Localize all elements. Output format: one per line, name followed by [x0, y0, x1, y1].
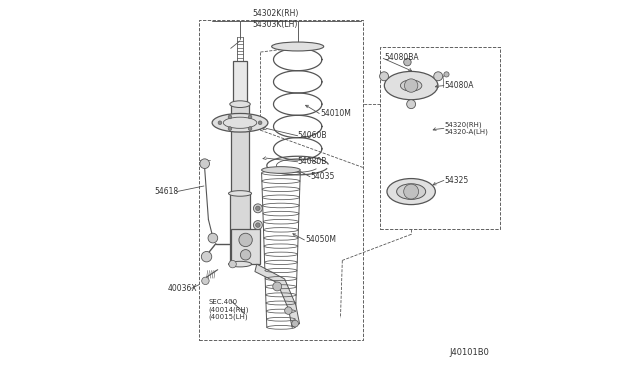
Text: 54618: 54618	[154, 187, 179, 196]
Text: 54060B: 54060B	[298, 131, 327, 140]
Circle shape	[202, 277, 209, 285]
Circle shape	[239, 233, 252, 247]
Circle shape	[241, 250, 251, 260]
Circle shape	[406, 100, 415, 109]
Circle shape	[255, 223, 260, 227]
Circle shape	[404, 184, 419, 199]
Circle shape	[253, 204, 262, 213]
Ellipse shape	[212, 113, 268, 132]
Circle shape	[228, 115, 232, 119]
Circle shape	[218, 121, 222, 125]
Polygon shape	[230, 229, 260, 264]
Circle shape	[444, 72, 449, 77]
Circle shape	[404, 79, 418, 92]
Text: 54080A: 54080A	[445, 81, 474, 90]
Circle shape	[208, 233, 218, 243]
Ellipse shape	[385, 71, 438, 100]
Text: 54080B: 54080B	[298, 157, 327, 166]
Text: 54320(RH)
54320-A(LH): 54320(RH) 54320-A(LH)	[445, 121, 488, 135]
Circle shape	[273, 282, 282, 291]
Circle shape	[253, 221, 262, 230]
Circle shape	[434, 72, 443, 81]
Text: 54080BA: 54080BA	[384, 53, 419, 62]
Bar	[230, 104, 250, 193]
Circle shape	[229, 260, 236, 268]
Circle shape	[380, 72, 388, 81]
Text: 54325: 54325	[445, 176, 469, 185]
Circle shape	[285, 307, 292, 314]
Circle shape	[292, 320, 298, 327]
Text: 54010M: 54010M	[320, 109, 351, 118]
Polygon shape	[255, 264, 300, 327]
Ellipse shape	[401, 80, 422, 91]
Bar	[234, 61, 246, 104]
Ellipse shape	[262, 167, 300, 173]
Circle shape	[259, 121, 262, 125]
Text: 54302K(RH)
54303K(LH): 54302K(RH) 54303K(LH)	[252, 9, 298, 29]
Circle shape	[248, 115, 252, 119]
Circle shape	[404, 58, 411, 66]
Text: 40036X: 40036X	[168, 284, 197, 293]
Circle shape	[248, 127, 252, 131]
Text: J40101B0: J40101B0	[449, 348, 489, 357]
Text: 54035: 54035	[310, 172, 335, 181]
Ellipse shape	[230, 101, 250, 108]
Circle shape	[228, 127, 232, 131]
Ellipse shape	[271, 42, 324, 51]
Ellipse shape	[228, 190, 252, 196]
Ellipse shape	[387, 179, 435, 205]
Bar	[230, 193, 250, 264]
Circle shape	[200, 159, 209, 169]
Text: 54050M: 54050M	[305, 235, 336, 244]
Ellipse shape	[228, 261, 252, 267]
Text: SEC.400
(40014(RH)
(40015(LH): SEC.400 (40014(RH) (40015(LH)	[209, 299, 249, 320]
Ellipse shape	[397, 184, 426, 199]
Circle shape	[255, 206, 260, 211]
Circle shape	[202, 251, 212, 262]
